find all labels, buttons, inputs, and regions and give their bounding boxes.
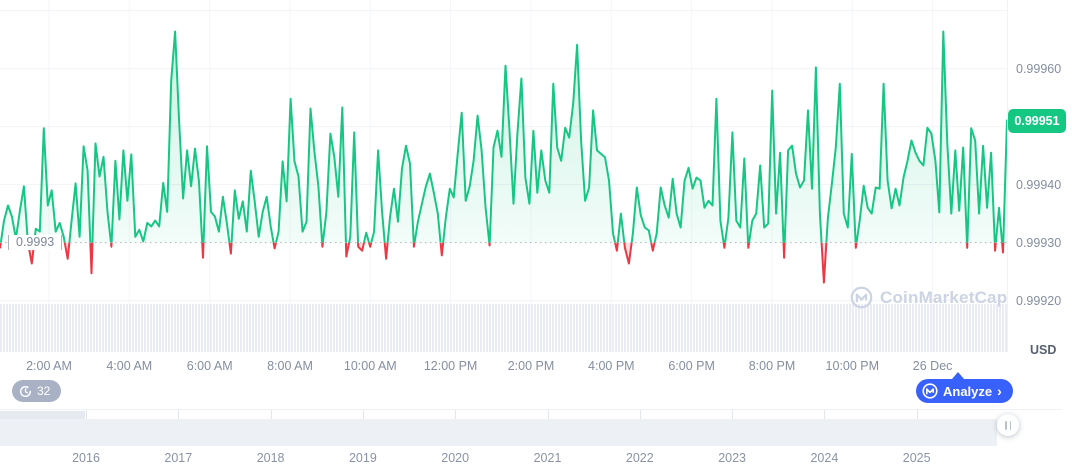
year-label: 2020 [441, 451, 470, 465]
history-count: 32 [37, 384, 51, 398]
x-axis-tick-label: 2:00 PM [507, 359, 555, 373]
brush-handle[interactable] [997, 414, 1019, 436]
clock-history-icon [20, 385, 32, 397]
year-label: 2016 [72, 451, 100, 465]
timeline-year-tick [178, 410, 180, 419]
history-count-badge[interactable]: 32 [12, 380, 62, 402]
x-axis-tick-label: 12:00 PM [423, 359, 478, 373]
x-axis-tick-label: 4:00 AM [106, 359, 153, 373]
timeline-year-tick [362, 410, 364, 419]
price-line-up [0, 30, 1008, 243]
currency-unit-label: USD [1030, 343, 1057, 357]
x-axis-tick-label: 8:00 AM [267, 359, 313, 373]
x-axis-tick-label: 6:00 PM [668, 359, 715, 373]
timeline-year-tick [547, 410, 549, 419]
y-axis-tick-label: 0.99960 [1016, 61, 1062, 76]
volume-bars [0, 304, 1007, 352]
timeline-year-tick [916, 410, 918, 419]
brush-selected-range[interactable] [0, 419, 997, 446]
timeline-year-tick [270, 410, 272, 419]
year-label: 2024 [810, 451, 839, 465]
vertical-gridlines [48, 0, 934, 352]
analyze-pointer-triangle [952, 372, 964, 379]
timeline-brush: 2016 2017 2018 2019 2020 2021 2022 2023 2024 2025 [0, 408, 1072, 470]
x-axis-tick-label: 8:00 PM [748, 359, 796, 373]
x-axis-tick-label: 26 Dec [912, 359, 953, 373]
x-axis-tick-label: 4:00 PM [588, 359, 635, 373]
timeline-year-tick [86, 410, 87, 419]
timeline-year-tick [455, 410, 457, 419]
timeline-year-tick [732, 410, 734, 419]
year-label: 2018 [256, 451, 285, 465]
x-axis: 2:00 AM 4:00 AM 6:00 AM 8:00 AM 10:00 AM 12:0… [0, 352, 1008, 378]
watermark-text: CoinMarketCap [880, 287, 1008, 307]
timeline-year-tick [639, 410, 641, 419]
timeline-leading-cell [0, 411, 85, 419]
x-axis-tick-label: 10:00 PM [825, 359, 880, 373]
year-label: 2022 [625, 451, 654, 465]
y-axis-tick-label: 0.99930 [1016, 235, 1062, 250]
x-axis-tick-label: 6:00 AM [186, 359, 233, 373]
coinmarketcap-watermark: CoinMarketCap [850, 286, 1007, 309]
current-price-badge: 0.99951 [1008, 108, 1066, 133]
price-area-fill [0, 31, 1007, 243]
timeline-year-tick [824, 410, 826, 419]
timeline-top-border [0, 409, 1062, 410]
y-axis-tick-label: 0.99920 [1016, 293, 1062, 308]
coinmarketcap-logo-icon [850, 286, 873, 309]
threshold-price-label: 0.9993 [8, 235, 63, 251]
year-label: 2023 [718, 451, 746, 465]
y-axis: 0.99951 USD 0.99960 0.99940 0.99930 0.99920 [1008, 0, 1072, 357]
year-label: 2025 [902, 451, 931, 465]
y-axis-tick-label: 0.99940 [1016, 177, 1062, 192]
price-chart-canvas[interactable] [0, 0, 1008, 352]
year-label: 2017 [164, 451, 193, 465]
year-label: 2021 [533, 451, 562, 465]
analyze-label: Analyze [943, 383, 993, 399]
coinmarketcap-logo-icon [922, 383, 938, 399]
x-axis-tick-label: 2:00 AM [26, 359, 72, 373]
analyze-button[interactable]: Analyze › [916, 379, 1013, 403]
x-axis-tick-label: 10:00 AM [343, 359, 397, 373]
chevron-right-icon: › [997, 382, 1002, 399]
year-label: 2019 [348, 451, 377, 465]
